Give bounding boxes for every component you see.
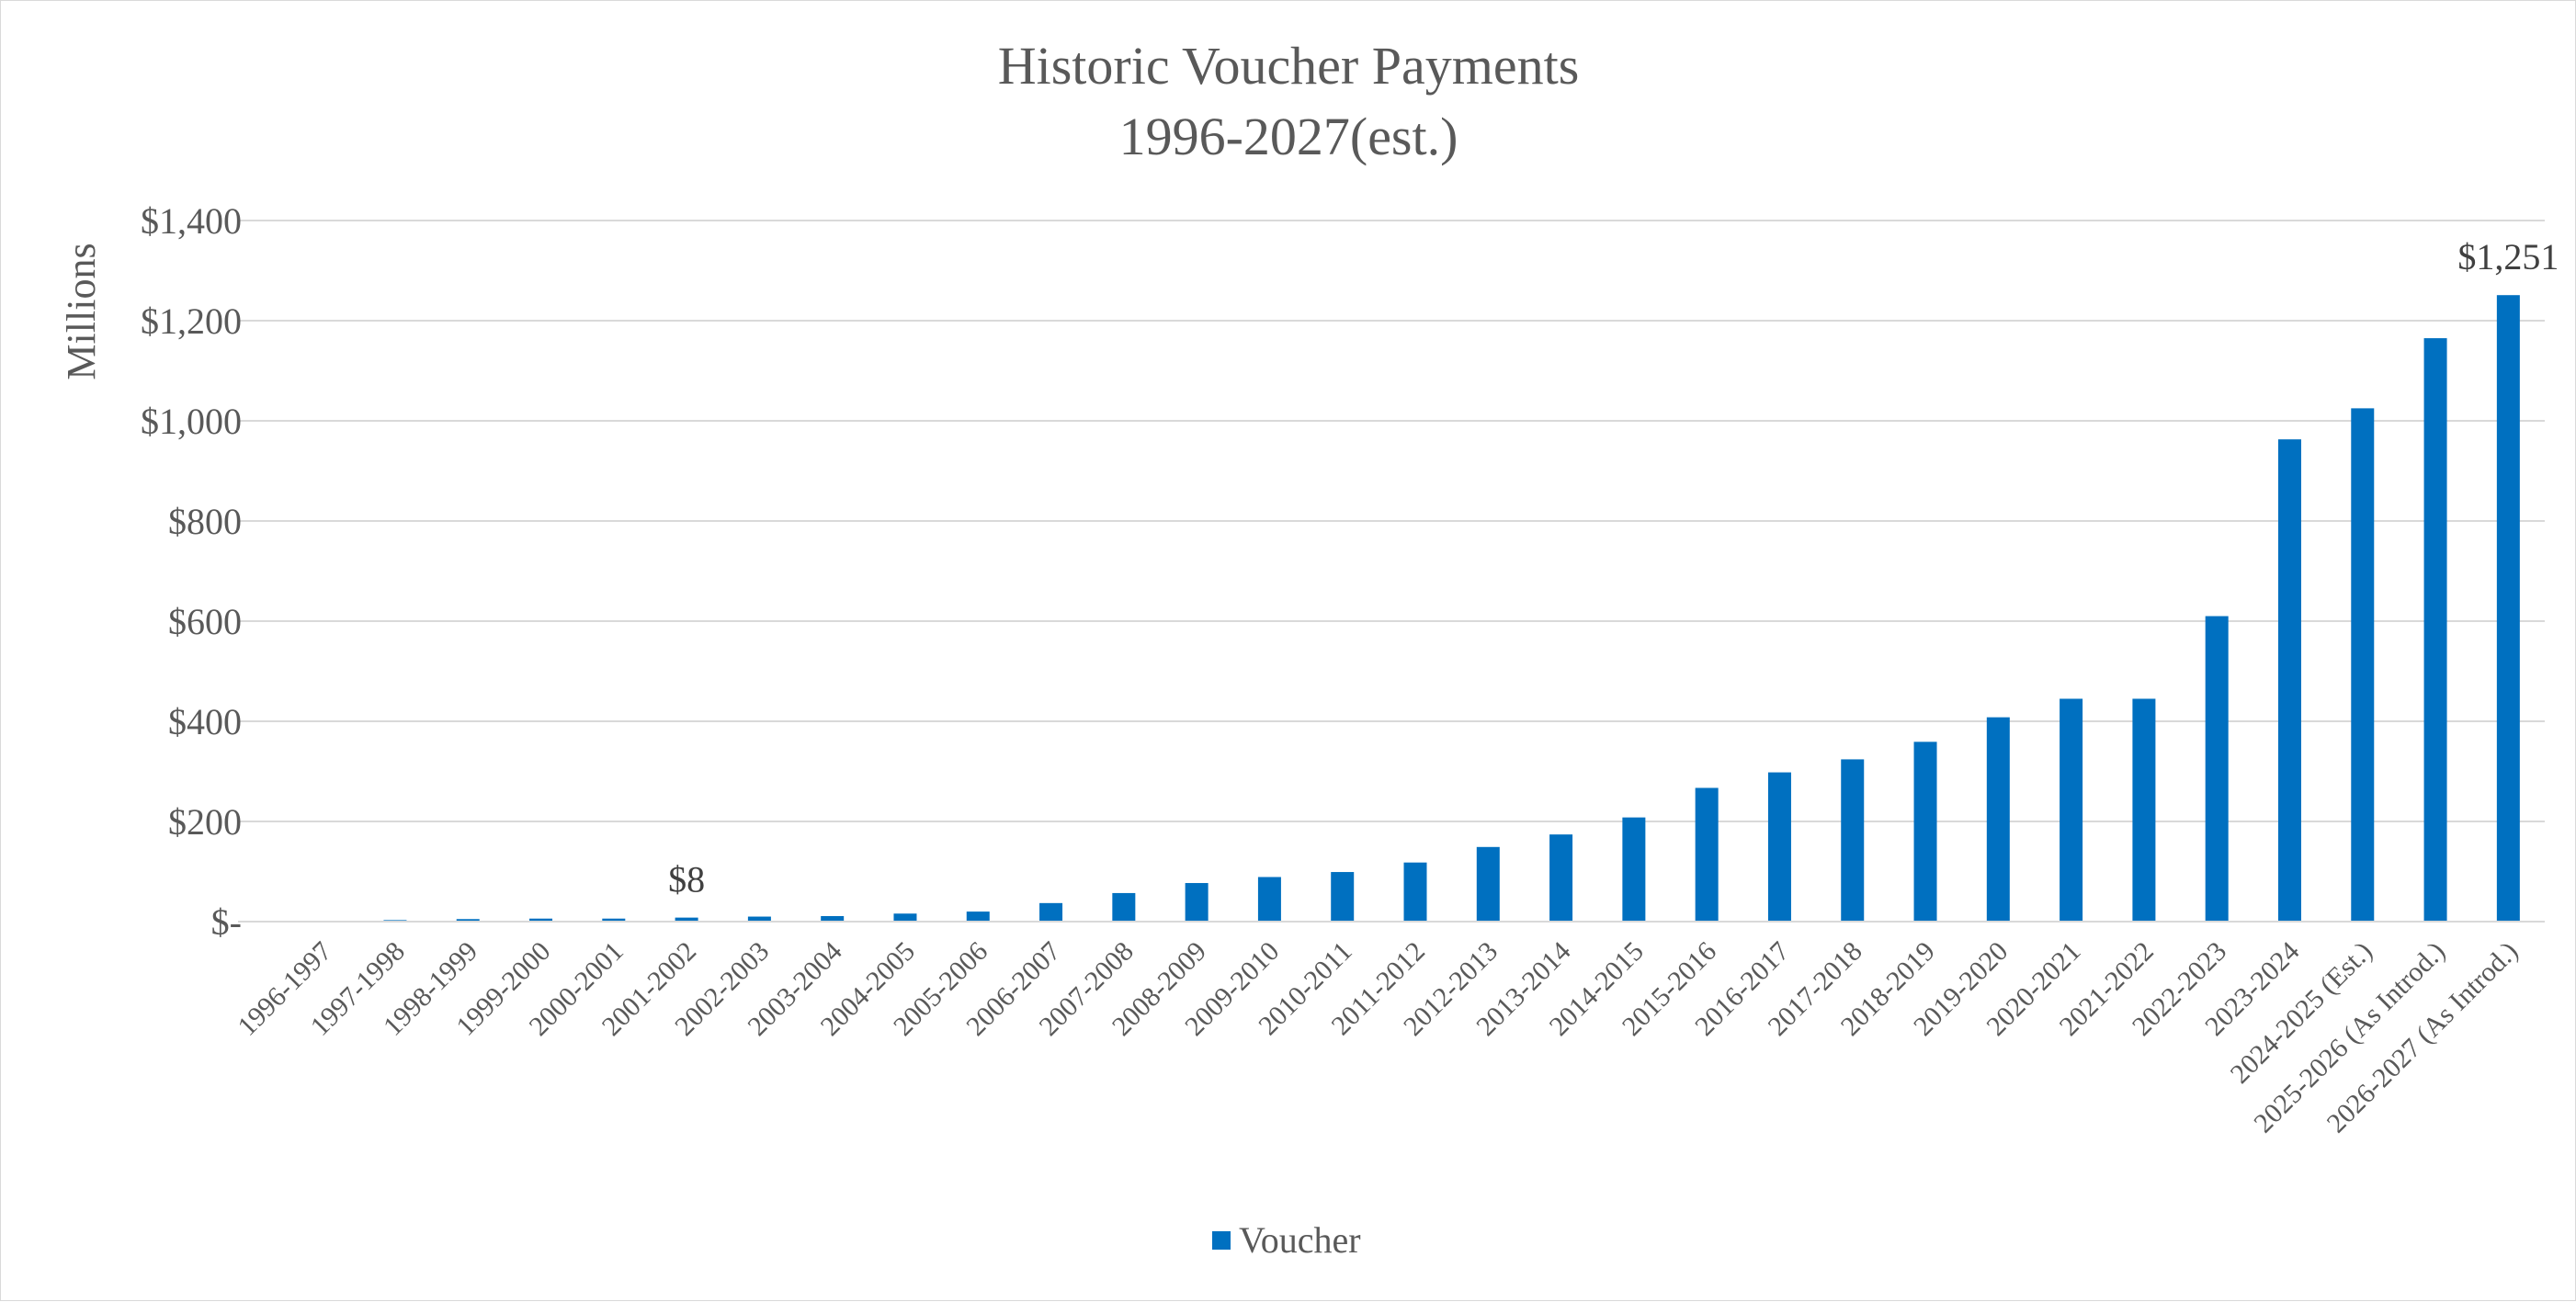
y-axis-ticks: $- $200 $400 $600 $800 $1,000 $1,200 $1,400 <box>141 200 242 943</box>
y-tick-label: $200 <box>168 801 242 843</box>
y-axis-label: Millions <box>59 243 104 379</box>
bar <box>2423 338 2447 922</box>
bar <box>1549 834 1573 922</box>
bar <box>2205 616 2229 922</box>
bar <box>1913 742 1937 922</box>
y-tick-label: $1,000 <box>141 401 242 442</box>
bar <box>1476 846 1500 922</box>
bar <box>966 911 990 922</box>
legend-label: Voucher <box>1239 1219 1361 1261</box>
bar <box>2060 698 2083 922</box>
bar <box>529 918 553 922</box>
bar <box>1622 817 1646 922</box>
bar <box>2496 295 2520 923</box>
bar <box>2277 439 2301 922</box>
bar <box>1257 877 1281 922</box>
bar <box>747 916 771 922</box>
legend-swatch <box>1212 1231 1231 1250</box>
bar <box>1185 883 1209 922</box>
y-tick-label: $- <box>211 901 242 943</box>
data-label: $8 <box>668 859 705 900</box>
bar <box>1112 892 1136 922</box>
bar <box>602 918 626 922</box>
y-tick-label: $1,400 <box>141 200 242 242</box>
bar <box>2351 408 2375 922</box>
chart-title: Historic Voucher Payments <box>998 36 1580 96</box>
bar <box>1039 902 1063 922</box>
y-tick-label: $1,200 <box>141 300 242 342</box>
bar <box>675 917 698 922</box>
legend: Voucher <box>1212 1219 1361 1261</box>
y-tick-label: $600 <box>168 601 242 642</box>
bar <box>1695 787 1719 922</box>
y-tick-label: $400 <box>168 701 242 742</box>
gridlines <box>238 220 2545 822</box>
data-labels: $8 $1,251 <box>668 236 2559 900</box>
data-label: $1,251 <box>2457 236 2559 277</box>
y-tick-label: $800 <box>168 501 242 542</box>
bar <box>2132 698 2156 922</box>
bar <box>1841 759 1865 922</box>
bar <box>1331 872 1355 922</box>
chart-subtitle: 1996-2027(est.) <box>1119 107 1458 166</box>
bar <box>821 916 845 922</box>
bar <box>456 919 480 922</box>
x-axis-ticks: 1996-19971997-19981998-19991999-20002000… <box>232 936 2524 1139</box>
bar <box>1403 862 1427 922</box>
bars <box>311 295 2520 923</box>
bar <box>893 913 917 922</box>
bar <box>1767 772 1791 922</box>
bar <box>1986 717 2010 922</box>
